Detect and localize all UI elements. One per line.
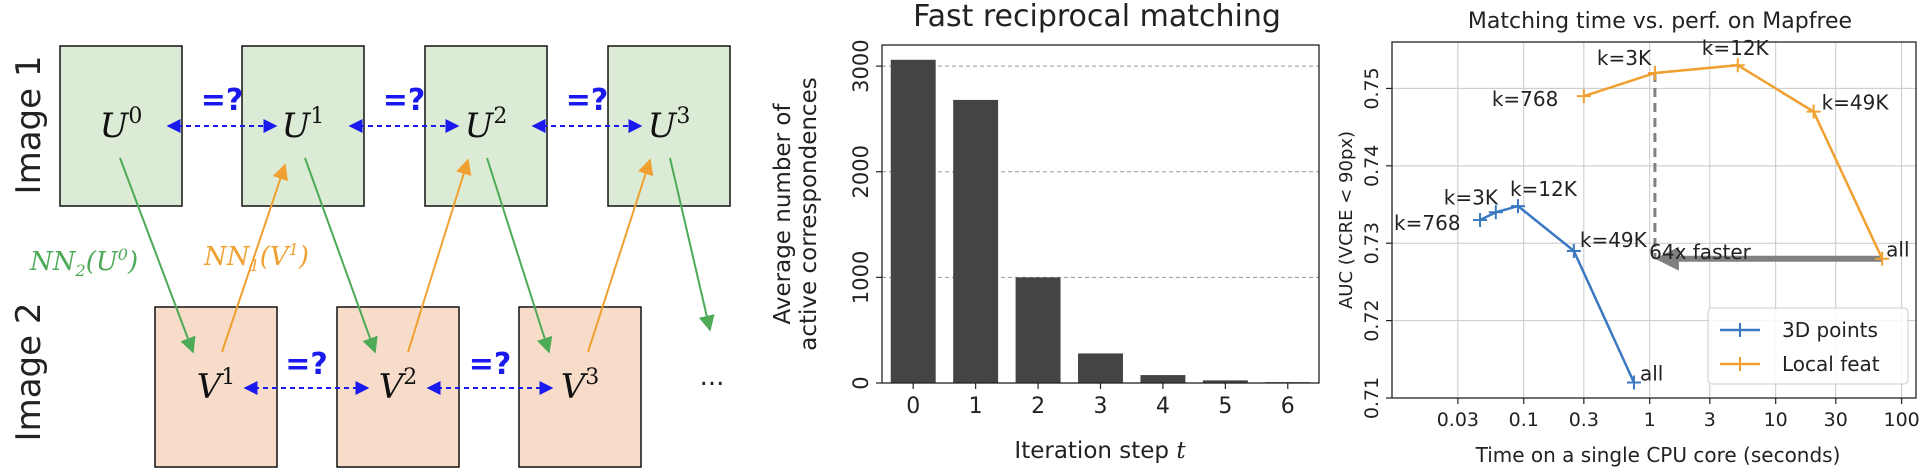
bottom-node-label-2: V3 — [561, 365, 600, 407]
legend-marker-0 — [1733, 323, 1747, 337]
series-0-point-label-3: k=49K — [1580, 228, 1648, 252]
bar-chart: Fast reciprocal matching 0 1 2 3 4 5 6 0 1000 20… — [770, 0, 1320, 464]
bar-xtick-label-2: 2 — [1031, 394, 1045, 419]
series-1-marker-2 — [1730, 58, 1745, 73]
line-chart: Matching time vs. perf. on Mapfree k=768… — [1336, 9, 1920, 467]
bottom-node-label-1: V2 — [379, 365, 418, 407]
series-1-marker-4 — [1875, 251, 1890, 266]
bar-xlabel: Iteration step t — [1014, 438, 1186, 464]
bar-3 — [1078, 353, 1123, 383]
top-node-box-0 — [59, 45, 183, 207]
series-0-point-label-4: all — [1640, 362, 1663, 386]
line-ytick-label-3: 0.74 — [1361, 145, 1383, 187]
series-0-marker-1 — [1488, 205, 1503, 220]
bar-plot-frame — [881, 44, 1320, 384]
legend-label-1: Local feat — [1782, 352, 1880, 376]
legend: 3D points Local feat — [1707, 307, 1909, 385]
line-xtick-label-3: 1 — [1644, 409, 1656, 431]
line-xtick-label-5: 10 — [1764, 409, 1788, 431]
nn1-arrow-2 — [587, 158, 654, 353]
line-ylabel: AUC (VCRE < 90px) — [1336, 131, 1357, 309]
nn1-label: NN1(V1) — [203, 240, 309, 275]
nn2-arrow-2 — [486, 157, 553, 354]
top-node-label-2: U2 — [465, 104, 508, 146]
series-0-marker-0 — [1473, 213, 1488, 227]
line-ytick-label-1: 0.72 — [1361, 299, 1383, 341]
line-ytick-label-4: 0.75 — [1361, 67, 1383, 109]
series-0-point-label-1: k=3K — [1444, 185, 1499, 209]
ellipsis: ... — [700, 362, 725, 392]
top-eq-label-0: =? — [201, 83, 244, 118]
line-ytick-label-0: 0.71 — [1361, 377, 1383, 419]
legend-marker-1 — [1733, 357, 1747, 371]
matching-diagram: Image 1 Image 2 U0 U1 U2 U3 V1 V2 V3 =? =? =? =?… — [9, 45, 731, 468]
line-xtick-label-2: 0.3 — [1569, 409, 1599, 431]
bar-xtick-label-4: 4 — [1156, 394, 1170, 419]
bottom-eq-label-1: =? — [469, 347, 512, 382]
nn2-arrow-1 — [304, 157, 378, 354]
line-xtick-label-7: 100 — [1884, 409, 1920, 431]
top-eq-label-1: =? — [383, 83, 426, 118]
line-chart-title: Matching time vs. perf. on Mapfree — [1468, 9, 1852, 34]
nn2-label: NN2(U0) — [29, 245, 138, 280]
top-eq-label-2: =? — [566, 83, 609, 118]
line-xtick-label-4: 3 — [1704, 409, 1716, 431]
bar-ytick-label-0: 0 — [849, 376, 873, 389]
line-xlabel: Time on a single CPU core (seconds) — [1475, 443, 1841, 467]
bar-ylabel-line-2: active correspondences — [796, 77, 822, 350]
bottom-eq-label-0: =? — [285, 347, 328, 382]
bar-0 — [890, 59, 936, 383]
line-xtick-label-1: 0.1 — [1509, 409, 1539, 431]
series-1-marker-3 — [1806, 104, 1821, 119]
series-0-marker-2 — [1510, 199, 1525, 214]
bottom-node-label-0: V1 — [197, 365, 236, 407]
legend-label-0: 3D points — [1782, 318, 1878, 342]
annotation-text: 64x faster — [1649, 240, 1752, 264]
bar-xtick-label-3: 3 — [1094, 394, 1108, 419]
bar-xtick-label-6: 6 — [1281, 394, 1295, 419]
nn2-arrow-3 — [669, 157, 715, 332]
series-0-marker-4 — [1626, 375, 1641, 390]
series-0-point-label-0: k=768 — [1394, 211, 1461, 235]
bar-ytick-label-3: 3000 — [849, 39, 873, 92]
bar-xtick-label-1: 1 — [969, 394, 983, 419]
line-ytick-label-2: 0.73 — [1361, 222, 1383, 264]
series-1-point-label-0: k=768 — [1492, 87, 1559, 111]
series-1-point-label-1: k=3K — [1597, 46, 1652, 70]
row-label-image-1: Image 1 — [9, 56, 49, 195]
bar-4 — [1140, 375, 1186, 383]
bar-5 — [1202, 380, 1248, 383]
bar-chart-title: Fast reciprocal matching — [913, 0, 1281, 34]
bar-2 — [1015, 277, 1061, 383]
row-label-image-2: Image 2 — [9, 303, 49, 442]
top-node-label-1: U1 — [282, 104, 325, 146]
bar-1 — [953, 99, 999, 384]
bar-ytick-label-1: 1000 — [849, 251, 873, 304]
top-node-label-0: U0 — [100, 104, 143, 146]
bar-xtick-label-0: 0 — [906, 394, 920, 419]
top-node-box-2 — [424, 45, 548, 207]
series-1-point-label-2: k=12K — [1702, 36, 1770, 60]
series-0-marker-3 — [1566, 243, 1581, 258]
nn2-arrow-0 — [119, 157, 196, 354]
nn1-arrow-1 — [407, 158, 472, 353]
bar-ytick-label-2: 2000 — [849, 145, 873, 198]
top-node-label-3: U3 — [648, 104, 691, 146]
bar-ylabel-line-1: Average number of — [770, 103, 796, 325]
series-1-marker-1 — [1647, 65, 1662, 80]
series-0-point-label-2: k=12K — [1510, 177, 1578, 201]
line-xtick-label-0: 0.03 — [1437, 409, 1479, 431]
series-1-point-label-3: k=49K — [1822, 91, 1890, 115]
line-xtick-label-6: 30 — [1824, 409, 1848, 431]
bar-xtick-label-5: 5 — [1218, 394, 1232, 419]
series-1-point-label-4: all — [1886, 238, 1909, 262]
nn1-arrow-0 — [221, 163, 288, 353]
line-plot-frame — [1391, 41, 1917, 399]
series-1-marker-0 — [1576, 89, 1591, 104]
